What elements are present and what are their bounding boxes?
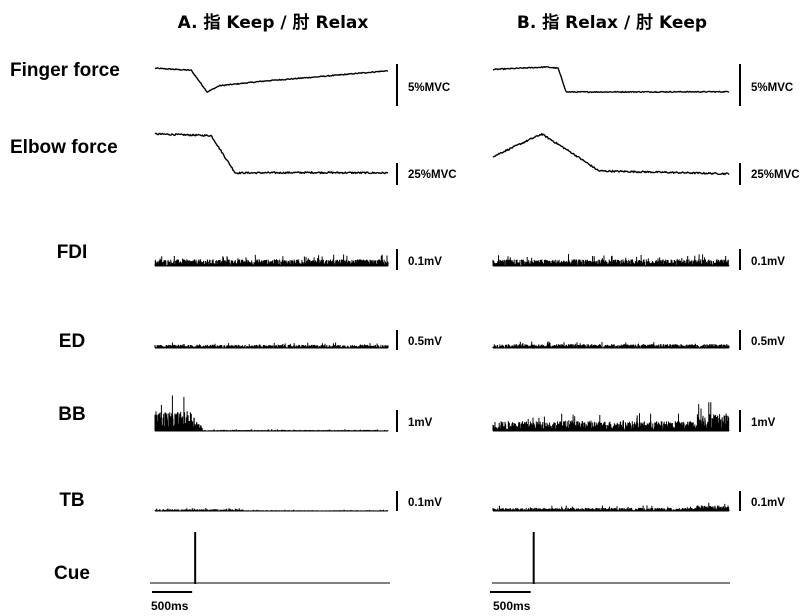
panel-b-ed-emg-trace — [492, 341, 730, 349]
panel-a-finger-force-trace — [154, 67, 389, 93]
panel-a-fdi-emg-trace — [154, 254, 389, 267]
row-label-finger-force: Finger force — [10, 60, 120, 81]
panel-a-tb-emg-trace — [154, 507, 389, 512]
row-label-cue: Cue — [54, 563, 90, 584]
panel-a-tb-scale-label: 0.1mV — [408, 497, 442, 509]
row-label-tb: TB — [59, 490, 84, 511]
panel-b-ed-scale-label: 0.5mV — [751, 336, 785, 348]
panel-b-finger-scale-label: 5%MVC — [751, 82, 793, 94]
panel-a-time-scale-label: 500ms — [151, 599, 189, 613]
panel-b-bb-emg-trace — [492, 402, 730, 432]
panel-a-bb-scale-label: 1mV — [408, 417, 433, 429]
panel-a: 500ms — [150, 67, 390, 613]
panel-a-elbow-scale-label: 25%MVC — [408, 169, 457, 181]
panel-a-ed-scale-label: 0.5mV — [408, 336, 442, 348]
panel-a-title: A. 指 Keep / 肘 Relax — [178, 12, 369, 33]
panel-a-scale-bars: 5%MVC 25%MVC 0.1mV 0.5mV 1mV 0.1mV — [396, 64, 457, 511]
panel-b-fdi-scale-label: 0.1mV — [751, 256, 785, 268]
panel-a-bb-emg-trace — [154, 395, 389, 432]
panel-a-ed-emg-trace — [154, 342, 389, 349]
row-label-bb: BB — [58, 404, 85, 425]
panel-b-time-scale-label: 500ms — [493, 599, 531, 613]
panel-b: 500ms — [490, 65, 730, 613]
panel-b-elbow-force-trace — [492, 132, 730, 176]
panel-b-title: B. 指 Relax / 肘 Keep — [517, 12, 707, 33]
panel-b-tb-emg-trace — [492, 502, 730, 512]
panel-b-finger-force-trace — [492, 65, 730, 94]
panel-a-finger-scale-label: 5%MVC — [408, 82, 450, 94]
panel-a-elbow-force-trace — [154, 132, 389, 175]
row-label-elbow-force: Elbow force — [10, 137, 118, 158]
panel-b-bb-scale-label: 1mV — [751, 417, 776, 429]
panel-b-fdi-emg-trace — [492, 254, 730, 267]
panel-a-fdi-scale-label: 0.1mV — [408, 256, 442, 268]
panel-b-tb-scale-label: 0.1mV — [751, 497, 785, 509]
panel-b-elbow-scale-label: 25%MVC — [751, 169, 800, 181]
row-label-ed: ED — [59, 331, 85, 352]
panel-b-scale-bars: 5%MVC 25%MVC 0.1mV 0.5mV 1mV 0.1mV — [739, 64, 800, 511]
row-label-fdi: FDI — [57, 242, 88, 263]
